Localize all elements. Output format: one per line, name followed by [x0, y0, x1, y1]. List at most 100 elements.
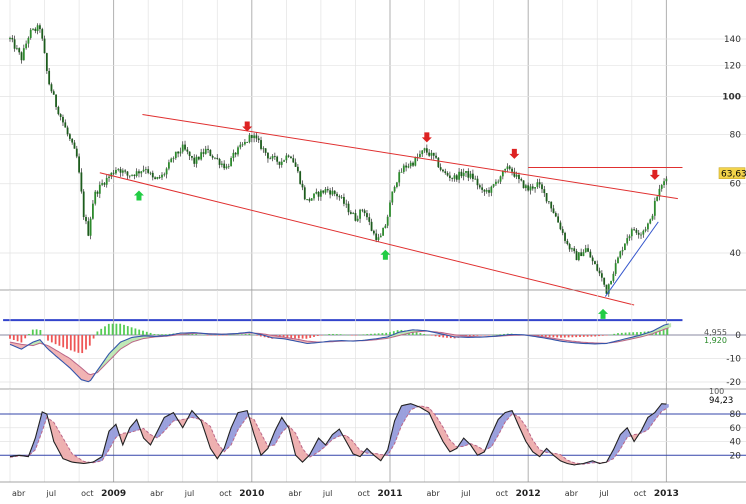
price-candle-body [302, 184, 304, 187]
price-candle-body [619, 251, 621, 257]
price-candle-body [25, 44, 27, 49]
macd-histogram-bar [321, 335, 323, 336]
macd-histogram-bar [587, 335, 589, 337]
price-candle-body [37, 25, 39, 31]
macd-fill-segment [669, 323, 671, 328]
price-candle-body [594, 261, 596, 264]
price-candle-body [209, 150, 211, 156]
price-candle-body [329, 190, 331, 194]
price-candle-body [180, 152, 182, 154]
price-candle-body [444, 171, 446, 173]
price-candle-body [262, 148, 264, 149]
price-candle-body [345, 204, 347, 205]
price-candle-body [138, 171, 140, 173]
macd-histogram-bar [256, 335, 258, 336]
price-candle-body [596, 264, 598, 271]
macd-histogram-bar [36, 329, 38, 335]
price-candle-body [140, 171, 142, 173]
price-candle-body [631, 229, 633, 236]
price-candle-body [177, 152, 179, 154]
macd-histogram-bar [385, 333, 387, 335]
macd-histogram-bar [351, 335, 353, 336]
price-candle-body [578, 252, 580, 260]
x-tick-label: 2011 [377, 489, 402, 499]
price-candle-body [601, 273, 603, 277]
price-candle-body [520, 179, 522, 180]
macd-histogram-bar [43, 335, 45, 336]
price-candle-body [161, 175, 163, 178]
price-candle-body [34, 29, 36, 31]
price-candle-body [285, 156, 287, 161]
price-candle-body [509, 166, 511, 168]
price-candle-body [55, 95, 57, 107]
macd-histogram-bar [419, 333, 421, 335]
price-candle-body [350, 212, 352, 214]
price-candle-body [665, 179, 667, 182]
price-candle-body [203, 152, 205, 154]
price-candle-body [94, 192, 96, 204]
macd-histogram-bar [378, 333, 380, 335]
price-candle-body [267, 153, 269, 159]
price-candle-body [642, 231, 644, 235]
price-candle-body [435, 156, 437, 158]
macd-histogram-bar [370, 334, 372, 335]
stochastic-value-1: 100 [709, 387, 724, 396]
price-candle-body [133, 175, 135, 176]
macd-histogram-bar [222, 335, 224, 336]
price-candle-body [147, 169, 149, 173]
price-candle-body [120, 169, 122, 173]
macd-histogram-bar [480, 335, 482, 336]
macd-histogram-bar [438, 335, 440, 337]
x-tick-label: oct [496, 489, 508, 498]
price-candle-body [536, 182, 538, 187]
macd-histogram-bar [47, 335, 49, 341]
price-candle-body [32, 29, 34, 30]
price-candle-body [408, 166, 410, 167]
price-candle-body [368, 217, 370, 222]
price-candle-body [318, 192, 320, 197]
price-candle-body [629, 236, 631, 238]
price-candle-body [106, 178, 108, 185]
price-candle-body [308, 199, 310, 201]
macd-histogram-bar [343, 335, 345, 336]
price-candle-body [543, 189, 545, 193]
macd-histogram-bar [568, 335, 570, 337]
price-candle-body [484, 190, 486, 192]
macd-histogram-bar [165, 334, 167, 335]
macd-histogram-bar [609, 335, 611, 336]
stochastic-value-2: 94,23 [709, 396, 733, 406]
macd-histogram-bar [355, 335, 357, 336]
price-candle-body [585, 248, 587, 252]
price-candle-body [431, 153, 433, 156]
price-candle-body [173, 158, 175, 159]
price-candle-body [237, 147, 239, 154]
macd-histogram-bar [340, 334, 342, 335]
price-candle-body [18, 48, 20, 52]
price-candle-body [566, 241, 568, 244]
macd-histogram-bar [226, 335, 228, 336]
price-candle-body [60, 114, 62, 117]
price-candle-body [647, 223, 649, 229]
price-candle-body [656, 197, 658, 201]
price-candle-body [115, 170, 117, 173]
price-candle-body [39, 25, 41, 29]
macd-histogram-bar [332, 334, 334, 335]
price-candle-body [414, 158, 416, 166]
price-candle-body [433, 153, 435, 156]
price-candle-body [41, 29, 43, 38]
macd-histogram-bar [119, 324, 121, 335]
x-tick-label: abr [565, 489, 579, 498]
macd-histogram-bar [252, 335, 254, 336]
price-candle-body [186, 150, 188, 152]
price-candle-body [48, 71, 50, 84]
price-candle-body [97, 192, 99, 194]
price-candle-body [159, 177, 161, 178]
price-candle-body [583, 252, 585, 256]
macd-histogram-bar [602, 335, 604, 336]
price-candle-body [122, 170, 124, 172]
macd-histogram-bar [17, 335, 19, 341]
macd-histogram-bar [617, 333, 619, 335]
price-candle-body [221, 164, 223, 165]
x-tick-label: 2010 [239, 489, 264, 499]
price-candle-body [626, 238, 628, 243]
